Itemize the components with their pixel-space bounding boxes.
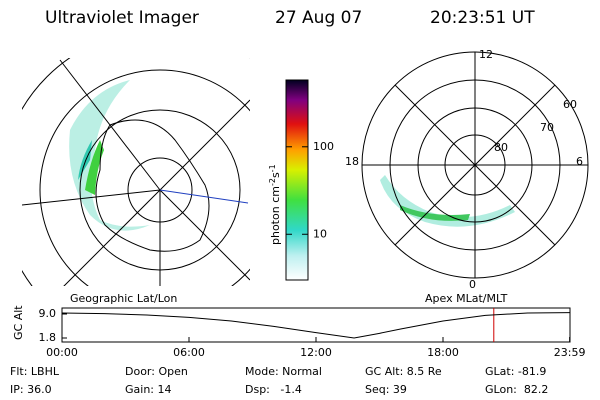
mag-map xyxy=(361,51,589,279)
x-tick-label: 18:00 xyxy=(427,346,459,359)
info-field: Dsp: -1.4 xyxy=(245,383,302,396)
x-tick-label: 12:00 xyxy=(300,346,332,359)
mlt-label: 12 xyxy=(479,48,493,61)
y-tick-label: 9.0 xyxy=(39,307,57,320)
mlt-label: 0 xyxy=(469,278,476,291)
date: 27 Aug 07 xyxy=(275,8,362,28)
lat-label: 60 xyxy=(563,98,577,111)
colorbar xyxy=(285,79,309,281)
colorbar-tick-label: 10 xyxy=(313,227,327,240)
colorbar-unit: photon cm xyxy=(269,186,282,245)
colorbar-unit: s xyxy=(269,172,282,178)
lat-label: 70 xyxy=(540,121,554,134)
info-field: Mode: Normal xyxy=(245,365,322,378)
info-field: GLat: -81.9 xyxy=(485,365,546,378)
x-tick-label: 06:00 xyxy=(173,346,205,359)
left-caption: Geographic Lat/Lon xyxy=(70,292,177,305)
colorbar-exp: -1 xyxy=(268,164,277,172)
title: Ultraviolet Imager xyxy=(45,8,199,28)
geo-map xyxy=(22,58,250,286)
altitude-line xyxy=(61,312,570,339)
mlt-label: 18 xyxy=(345,155,359,168)
info-field: GC Alt: 8.5 Re xyxy=(365,365,442,378)
info-field: Seq: 39 xyxy=(365,383,407,396)
colorbar-label: photon cm-2s-1 xyxy=(268,164,283,245)
colorbar-tick-label: 100 xyxy=(313,140,334,153)
right-caption: Apex MLat/MLT xyxy=(425,292,508,305)
colorbar-exp: -2 xyxy=(268,178,277,186)
info-field: Door: Open xyxy=(125,365,188,378)
x-tick-label: 00:00 xyxy=(46,346,78,359)
info-field: IP: 36.0 xyxy=(10,383,52,396)
lat-label: 80 xyxy=(494,141,508,154)
time: 20:23:51 UT xyxy=(430,8,535,28)
info-field: Gain: 14 xyxy=(125,383,172,396)
x-tick-label: 23:59 xyxy=(554,346,586,359)
info-field: GLon: 82.2 xyxy=(485,383,548,396)
y-tick-label: 1.8 xyxy=(39,331,57,344)
info-field: Flt: LBHL xyxy=(10,365,60,378)
mlt-label: 6 xyxy=(576,155,583,168)
altitude-ylabel: GC Alt xyxy=(12,305,25,340)
